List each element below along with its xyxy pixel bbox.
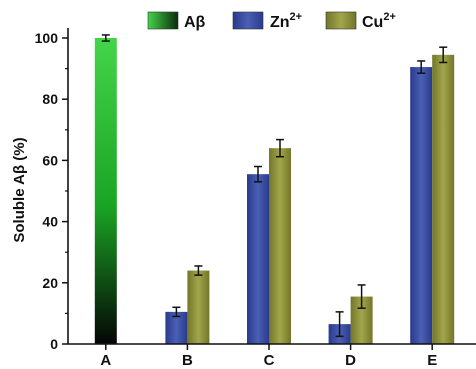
x-category-label: A: [100, 352, 111, 369]
error-bar: [172, 306, 181, 318]
error-bar: [194, 265, 203, 276]
error-bar: [276, 138, 284, 158]
error-bar: [417, 60, 426, 74]
x-category-label: C: [264, 352, 275, 369]
error-bar: [439, 46, 448, 64]
legend-swatch-cu: [325, 11, 357, 30]
legend: Aβ Zn2+ Cu2+: [147, 11, 396, 31]
y-tick-label: 0: [50, 336, 58, 352]
y-tick-label: 80: [42, 91, 58, 107]
x-category-label: E: [427, 352, 437, 369]
y-tick-label: 100: [35, 30, 59, 46]
bars: [94, 34, 455, 344]
error-bar: [254, 165, 262, 183]
y-tick-label: 20: [42, 275, 58, 291]
legend-label-cu: Cu2+: [362, 11, 396, 31]
legend-label-zn: Zn2+: [270, 11, 302, 31]
y-axis-label: Soluble Aβ (%): [11, 137, 28, 242]
bar-abeta: [94, 38, 117, 344]
error-bar: [335, 311, 344, 338]
y-tick-label: 40: [42, 214, 58, 230]
x-axis-categories: A B C D E: [100, 344, 437, 369]
y-tick-label: 60: [42, 152, 58, 168]
bar-cu: [432, 54, 455, 344]
error-bar: [101, 34, 110, 42]
bar-cu: [350, 296, 373, 344]
error-bar: [357, 284, 366, 309]
x-category-label: B: [182, 352, 193, 369]
y-axis-ticks: 0 20 40 60 80 100: [35, 30, 68, 352]
legend-swatch-zn: [232, 11, 264, 30]
bar-zn: [165, 311, 188, 344]
bar-cu: [269, 148, 291, 344]
x-category-label: D: [345, 352, 356, 369]
bar-cu: [187, 270, 210, 344]
legend-swatch-abeta: [147, 11, 179, 30]
legend-label-abeta: Aβ: [184, 14, 206, 31]
bar-zn: [247, 174, 269, 344]
bar-zn: [410, 67, 433, 344]
